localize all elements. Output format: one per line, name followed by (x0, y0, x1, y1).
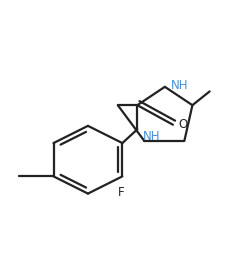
Text: NH: NH (143, 131, 161, 144)
Text: O: O (178, 118, 187, 131)
Text: NH: NH (171, 79, 188, 92)
Text: F: F (118, 186, 125, 199)
